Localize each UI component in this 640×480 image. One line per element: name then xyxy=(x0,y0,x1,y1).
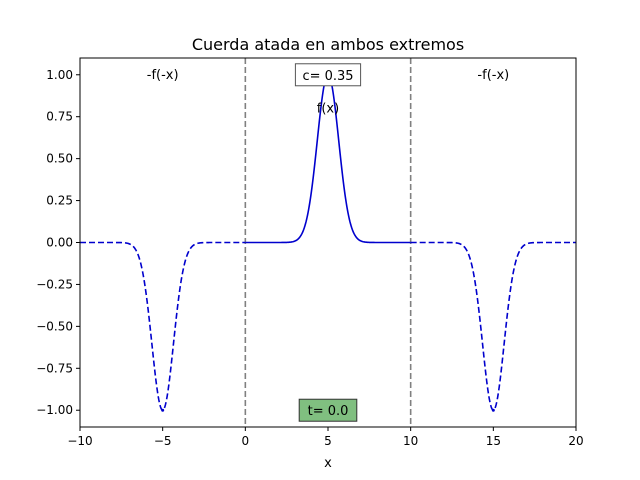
annotation-2: -f(-x) xyxy=(477,68,509,83)
info-box-text-1: t= 0.0 xyxy=(308,404,349,419)
y-tick-label-7: 0.75 xyxy=(46,110,73,124)
x-axis-ticks: −10 −5 0 5 10 15 20 xyxy=(67,427,584,448)
annotation-1: f(x) xyxy=(317,101,339,116)
y-tick-label-4: 0.00 xyxy=(46,236,73,250)
y-tick-label-2: −0.50 xyxy=(36,319,73,333)
y-tick-label-6: 0.50 xyxy=(46,152,73,166)
info-boxes: c= 0.35 t= 0.0 xyxy=(294,63,362,422)
y-tick-label-0: −1.00 xyxy=(36,403,73,417)
chart-title: Cuerda atada en ambos extremos xyxy=(192,35,464,54)
series-line-1 xyxy=(80,241,246,412)
y-tick-label-3: −0.25 xyxy=(36,277,73,291)
info-box-0 xyxy=(294,63,362,87)
x-axis-label: x xyxy=(324,456,332,471)
y-axis-ticks: −1.00 −0.75 −0.50 −0.25 0.00 0.25 0.50 0.75 1.00 xyxy=(36,68,80,417)
peak-point-1 xyxy=(161,408,165,412)
x-tick-label-1: −5 xyxy=(154,434,172,448)
peak-point-2 xyxy=(491,408,495,412)
y-tick-label-1: −0.75 xyxy=(36,361,73,375)
info-box-1 xyxy=(298,398,358,422)
y-tick-label-5: 0.25 xyxy=(46,194,73,208)
series-line-2 xyxy=(410,241,576,412)
annotation-0: -f(-x) xyxy=(147,68,179,83)
x-tick-label-5: 15 xyxy=(486,434,501,448)
annotations: -f(-x) f(x) -f(-x) xyxy=(147,68,509,117)
x-tick-label-4: 10 xyxy=(403,434,418,448)
info-box-text-0: c= 0.35 xyxy=(302,69,353,84)
x-tick-label-3: 5 xyxy=(324,434,332,448)
y-tick-label-8: 1.00 xyxy=(46,68,73,82)
x-tick-label-2: 0 xyxy=(242,434,250,448)
x-tick-label-6: 20 xyxy=(568,434,583,448)
x-tick-label-0: −10 xyxy=(67,434,92,448)
